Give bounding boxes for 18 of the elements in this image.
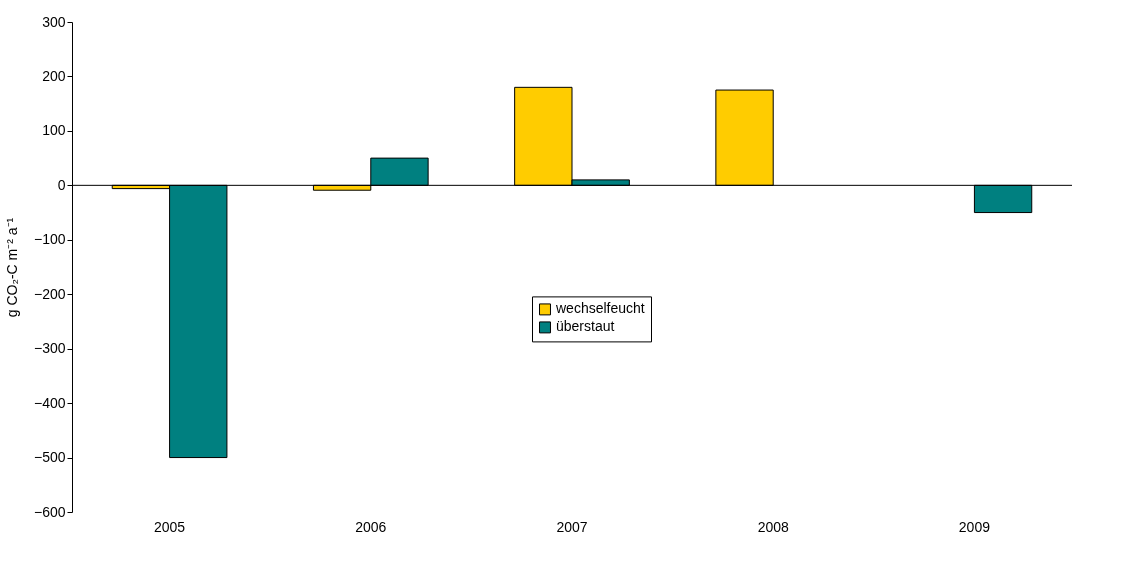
x-tick-label: 2006	[355, 518, 387, 535]
y-tick-label: 0	[57, 176, 66, 193]
x-tick-label: 2008	[757, 518, 789, 535]
y-tick-label: 200	[42, 67, 66, 84]
legend-label: wechselfeucht	[555, 300, 645, 317]
y-tick-label: −500	[33, 449, 66, 466]
y-tick-label: −200	[33, 285, 66, 302]
legend-label: überstaut	[556, 318, 615, 335]
y-tick-label: 300	[42, 13, 66, 30]
y-tick-label: −300	[33, 340, 66, 357]
y-tick-label: −600	[33, 503, 66, 520]
y-axis-title: g CO₂-C m⁻² a⁻¹	[3, 217, 20, 318]
y-tick-label: −400	[33, 394, 66, 411]
y-tick-label: −100	[33, 231, 66, 248]
x-tick-label: 2009	[958, 518, 991, 535]
x-tick-label: 2005	[154, 518, 186, 535]
x-tick-label: 2007	[556, 518, 588, 535]
y-tick-label: 100	[42, 122, 66, 139]
